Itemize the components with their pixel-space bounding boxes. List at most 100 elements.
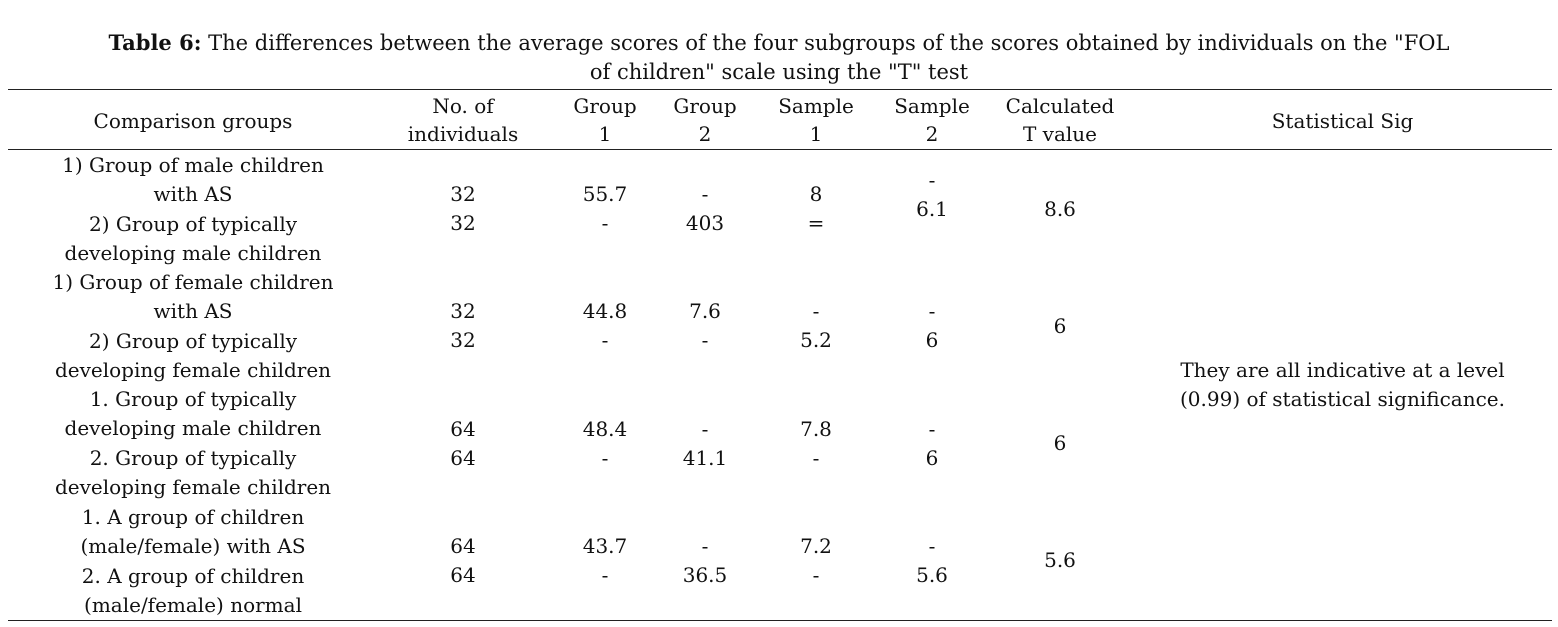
header-line: individuals <box>407 122 519 146</box>
top-rule <box>8 89 1552 90</box>
cell-value: 6 <box>925 446 939 471</box>
header-line: Sample <box>778 94 854 118</box>
cell-value: - <box>601 563 609 588</box>
header-group-1: Group 1 <box>555 92 655 148</box>
group-2-cell: - 41.1 <box>655 415 755 474</box>
comparison-line: developing male children <box>64 416 322 441</box>
sample-2-cell: - 6.1 <box>876 166 988 225</box>
group-1-cell: 55.7 - <box>555 180 655 239</box>
cell-value: 8 <box>809 182 823 206</box>
cell-value: - <box>928 299 936 323</box>
comparison-line: 2) Group of typically <box>88 328 298 353</box>
t-value-cell: 6 <box>1053 431 1067 455</box>
cell-value: 32 <box>450 182 476 206</box>
header-statistical-sig: Statistical Sig <box>1271 109 1414 133</box>
sample-2-cell: - 5.6 <box>876 532 988 591</box>
comparison-line: 1) Group of female children <box>52 270 334 294</box>
cell-value: - <box>812 299 820 323</box>
cell-value: - <box>701 328 709 353</box>
comparison-groups-cell: 1) Group of male children with AS 2) Gro… <box>18 151 368 269</box>
header-line: Calculated <box>1005 94 1115 118</box>
t-value-cell: 8.6 <box>1044 197 1076 221</box>
cell-value: 32 <box>450 299 476 323</box>
cell-value: - <box>812 446 820 471</box>
sample-1-cell: - 5.2 <box>760 297 872 356</box>
header-no-individuals: No. of individuals <box>393 92 533 148</box>
caption-line-1: Table 6: The differences between the ave… <box>0 28 1558 58</box>
cell-value: 32 <box>450 328 476 353</box>
cell-value: 55.7 <box>582 182 628 206</box>
header-line: Group <box>673 94 737 118</box>
header-line: 1 <box>598 122 612 146</box>
caption-label: Table 6: <box>108 30 202 55</box>
caption-line-2: of children" scale using the "T" test <box>589 60 969 84</box>
cell-value: 32 <box>450 211 476 236</box>
comparison-groups-cell: 1. Group of typically developing male ch… <box>18 385 368 503</box>
group-2-cell: 7.6 - <box>655 297 755 356</box>
cell-value: - <box>701 417 709 441</box>
header-line: Sample <box>894 94 970 118</box>
cell-value: 6.1 <box>916 197 948 222</box>
cell-value: 7.2 <box>800 534 832 558</box>
cell-value: 6 <box>925 328 939 353</box>
header-line: 1 <box>809 122 823 146</box>
cell-value: = <box>807 211 825 236</box>
sig-line: They are all indicative at a level <box>1180 358 1505 382</box>
header-sample-1: Sample 1 <box>760 92 872 148</box>
header-line: 2 <box>698 122 712 146</box>
cell-value: 43.7 <box>582 534 628 558</box>
no-individuals-cell: 32 32 <box>403 180 523 239</box>
cell-value: - <box>701 182 709 206</box>
comparison-groups-cell: 1. A group of children (male/female) wit… <box>18 503 368 621</box>
sample-1-cell: 7.2 - <box>760 532 872 591</box>
cell-value: - <box>601 211 609 236</box>
cell-value: 64 <box>450 563 476 588</box>
comparison-line: 2. A group of children <box>81 563 305 588</box>
header-comparison-groups: Comparison groups <box>93 109 293 133</box>
comparison-line: 1) Group of male children <box>62 153 324 177</box>
no-individuals-cell: 64 64 <box>403 415 523 474</box>
group-2-cell: - 36.5 <box>655 532 755 591</box>
comparison-line: 2. Group of typically <box>89 445 297 470</box>
header-line: Group <box>573 94 637 118</box>
cell-value: - <box>928 534 936 558</box>
cell-value: 5.2 <box>800 328 832 353</box>
comparison-line: (male/female) normal <box>84 593 302 618</box>
cell-value: 7.8 <box>800 417 832 441</box>
sample-1-cell: 8 = <box>760 180 872 239</box>
cell-value: - <box>701 534 709 558</box>
no-individuals-cell: 64 64 <box>403 532 523 591</box>
bottom-rule <box>8 620 1552 621</box>
cell-value: - <box>601 328 609 353</box>
group-1-cell: 48.4 - <box>555 415 655 474</box>
caption-text-1: The differences between the average scor… <box>201 31 1450 55</box>
cell-value: 41.1 <box>682 446 728 471</box>
header-group-2: Group 2 <box>655 92 755 148</box>
cell-value: - <box>928 417 936 441</box>
cell-value: 5.6 <box>916 563 948 588</box>
group-2-cell: - 403 <box>655 180 755 239</box>
no-individuals-cell: 32 32 <box>403 297 523 356</box>
sig-line: (0.99) of statistical significance. <box>1179 387 1505 412</box>
sample-1-cell: 7.8 - <box>760 415 872 474</box>
table-caption: Table 6: The differences between the ave… <box>0 28 1558 87</box>
comparison-line: with AS <box>153 182 233 207</box>
cell-value: 64 <box>450 417 476 441</box>
header-line: T value <box>1022 122 1098 146</box>
comparison-line: developing female children <box>54 358 332 383</box>
comparison-line: with AS <box>153 299 233 324</box>
comparison-line: 1. A group of children <box>81 505 305 529</box>
statistical-sig-cell: They are all indicative at a level (0.99… <box>1140 356 1545 415</box>
cell-value: 403 <box>685 211 725 236</box>
cell-value: - <box>601 446 609 471</box>
sample-2-cell: - 6 <box>876 297 988 356</box>
comparison-line: 2) Group of typically <box>88 211 298 236</box>
t-value-cell: 5.6 <box>1044 548 1076 572</box>
comparison-line: (male/female) with AS <box>80 534 306 559</box>
comparison-groups-cell: 1) Group of female children with AS 2) G… <box>18 268 368 386</box>
sample-2-cell: - 6 <box>876 415 988 474</box>
cell-value: 7.6 <box>689 299 721 323</box>
header-sample-2: Sample 2 <box>876 92 988 148</box>
comparison-line: 1. Group of typically <box>89 387 297 411</box>
cell-value: 44.8 <box>582 299 628 323</box>
